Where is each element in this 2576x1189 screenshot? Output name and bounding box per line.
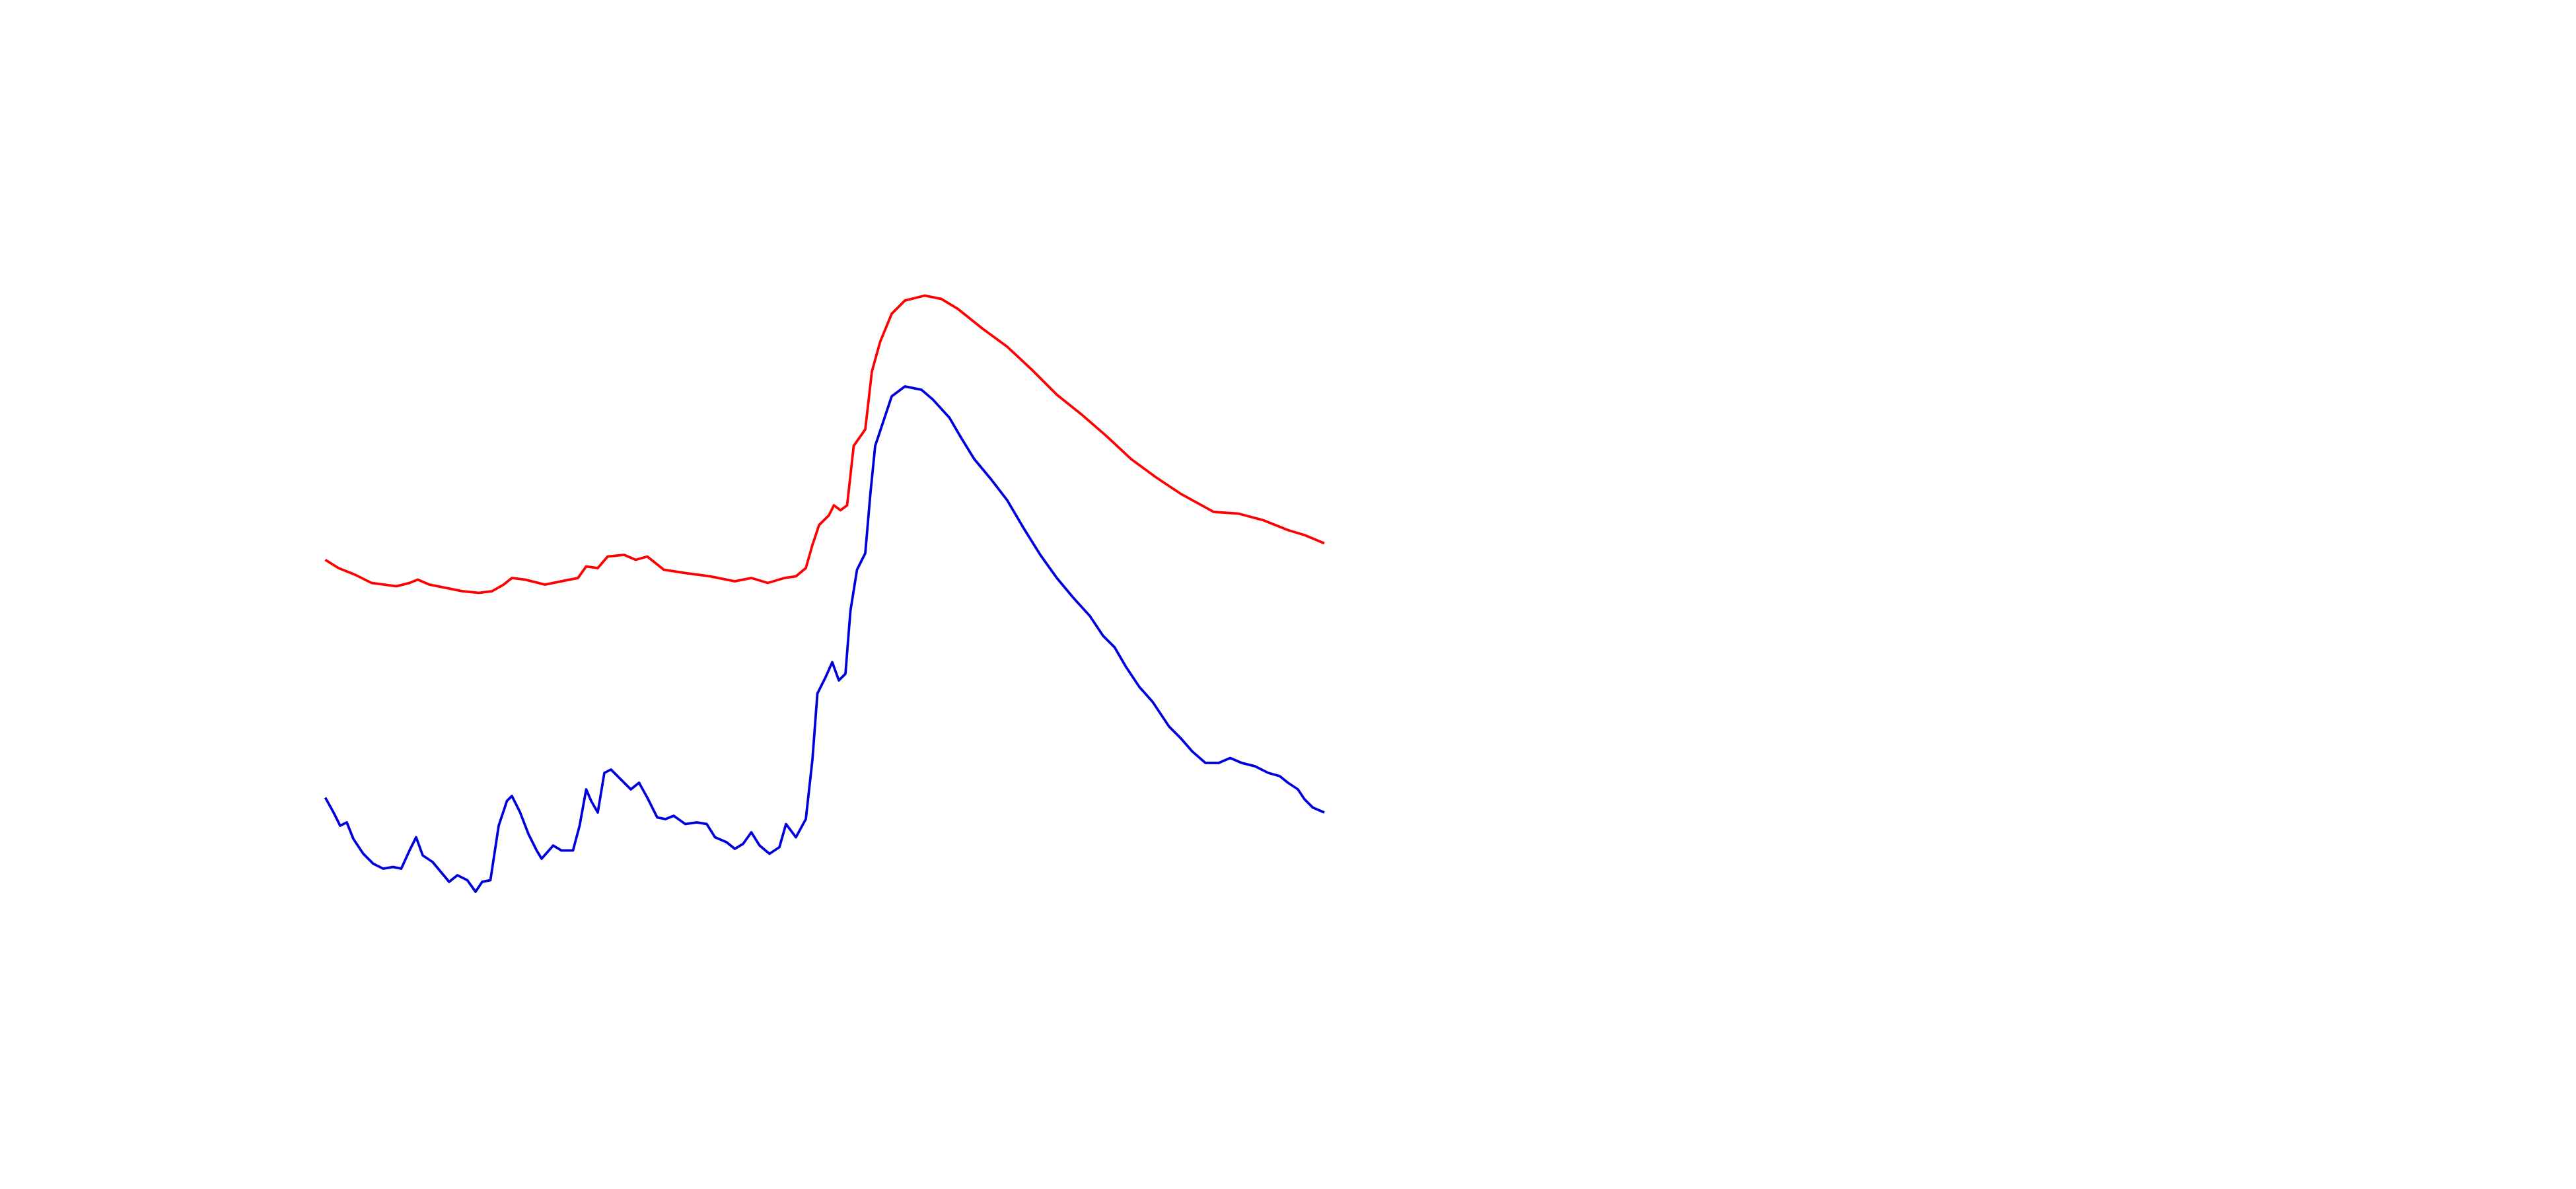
data-line — [324, 294, 1325, 594]
data-line — [324, 385, 1325, 893]
